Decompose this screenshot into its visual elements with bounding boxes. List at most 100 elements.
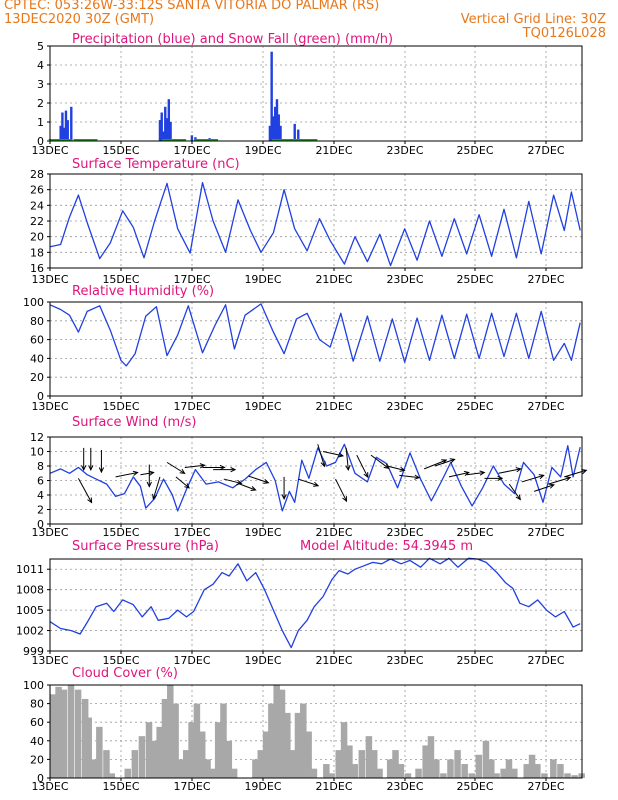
wind-arrow-head xyxy=(81,465,87,472)
cloud-bar xyxy=(447,759,454,778)
snow-bar xyxy=(48,139,73,141)
panel-frame xyxy=(49,684,583,779)
series-line xyxy=(49,443,581,512)
wind-arrow-head xyxy=(132,470,139,476)
cloud-bar xyxy=(523,764,530,778)
wind-arrow-head xyxy=(184,483,190,489)
y-tick-label: 4 xyxy=(37,59,44,72)
wind-arrow-head xyxy=(515,494,521,501)
wind-arrow xyxy=(448,471,469,478)
wind-arrow-head xyxy=(337,452,345,458)
cloud-bar xyxy=(346,745,353,778)
y-tick-label: 40 xyxy=(30,735,44,748)
series-line xyxy=(49,557,581,649)
x-tick-label: 21DEC xyxy=(315,144,352,157)
cloud-bar xyxy=(193,703,201,778)
cloud-bar xyxy=(475,754,483,778)
wind-arrow-head xyxy=(250,486,257,491)
y-tick-label: 10 xyxy=(30,446,44,459)
wind-arrow-head xyxy=(345,465,351,472)
cloud-bar xyxy=(482,740,490,778)
cloud-bar xyxy=(81,698,89,778)
cloud-bar xyxy=(386,759,394,778)
y-tick-label: 2 xyxy=(37,97,44,110)
cloud-bar xyxy=(376,768,383,778)
cloud-bar xyxy=(440,773,447,778)
wind-arrow-head xyxy=(363,472,369,479)
snow-bar xyxy=(73,139,98,141)
cloud-bar xyxy=(145,722,153,778)
cloud-bar xyxy=(257,750,264,778)
wind-arrow xyxy=(498,468,521,474)
x-tick-label: 21DEC xyxy=(315,400,352,413)
wind-arrow-head xyxy=(497,475,504,481)
x-tick-label: 21DEC xyxy=(315,273,352,286)
panel-title: Relative Humidity (%) xyxy=(72,284,214,299)
cloud-bar xyxy=(131,750,139,778)
y-tick-label: 16 xyxy=(30,262,44,275)
y-tick-label: 20 xyxy=(30,231,44,244)
wind-arrow-head xyxy=(414,474,421,480)
cloud-bar xyxy=(138,736,146,778)
wind-arrow-head xyxy=(565,476,572,482)
cloud-bar xyxy=(397,764,405,778)
x-tick-label: 25DEC xyxy=(456,400,493,413)
wind-arrow xyxy=(175,476,190,489)
snow-bar xyxy=(293,139,318,141)
x-tick-label: 13DEC xyxy=(31,400,68,413)
x-tick-label: 27DEC xyxy=(527,780,564,793)
cloud-bar xyxy=(550,759,557,778)
cloud-bar xyxy=(392,750,399,778)
cloud-bar xyxy=(528,754,536,778)
wind-arrow-head xyxy=(87,497,93,504)
cloud-bar xyxy=(278,689,286,778)
panel-frame xyxy=(49,301,583,397)
cloud-bar xyxy=(103,750,110,778)
cloud-bar xyxy=(323,764,330,778)
wind-arrow xyxy=(533,484,555,492)
cloud-bar xyxy=(188,722,195,778)
y-tick-label: 0 xyxy=(37,518,44,531)
wind-arrow-head xyxy=(236,479,243,485)
wind-arrow xyxy=(399,474,420,479)
wind-arrow-head xyxy=(263,478,270,484)
precip-bar xyxy=(162,131,165,141)
wind-arrow xyxy=(317,444,325,467)
y-tick-label: 0 xyxy=(37,772,44,785)
x-tick-label: 23DEC xyxy=(386,654,423,667)
cloud-bar xyxy=(151,740,158,778)
precip-bar xyxy=(66,120,69,141)
x-tick-label: 19DEC xyxy=(244,780,281,793)
wind-arrow xyxy=(166,461,185,474)
cloud-bar xyxy=(541,773,548,778)
x-tick-label: 15DEC xyxy=(102,400,139,413)
snow-bar xyxy=(272,139,297,141)
x-tick-label: 13DEC xyxy=(31,780,68,793)
wind-arrow xyxy=(184,464,205,468)
wind-arrow-head xyxy=(548,483,555,489)
panel-frame xyxy=(49,558,583,652)
cloud-bar xyxy=(305,731,312,778)
x-tick-label: 17DEC xyxy=(173,654,210,667)
panel-subtitle: Model Altitude: 54.3945 m xyxy=(300,539,473,554)
x-tick-label: 27DEC xyxy=(527,400,564,413)
precip-bar xyxy=(61,112,64,141)
precip-bar xyxy=(169,122,172,141)
y-tick-label: 18 xyxy=(30,246,44,259)
wind-arrow xyxy=(466,472,485,476)
wind-arrow xyxy=(564,469,587,478)
cloud-bar xyxy=(422,745,429,778)
cloud-bar xyxy=(50,694,57,778)
y-tick-label: 28 xyxy=(30,168,44,181)
x-tick-label: 13DEC xyxy=(31,654,68,667)
y-tick-label: 80 xyxy=(30,315,44,328)
y-tick-label: 999 xyxy=(23,645,44,658)
y-tick-label: 24 xyxy=(30,199,44,212)
cloud-bar xyxy=(161,698,169,778)
y-tick-label: 5 xyxy=(37,40,44,53)
wind-arrow-head xyxy=(230,467,237,473)
wind-arrow xyxy=(508,483,521,500)
cloud-bar xyxy=(252,759,259,778)
y-tick-label: 2 xyxy=(37,504,44,517)
